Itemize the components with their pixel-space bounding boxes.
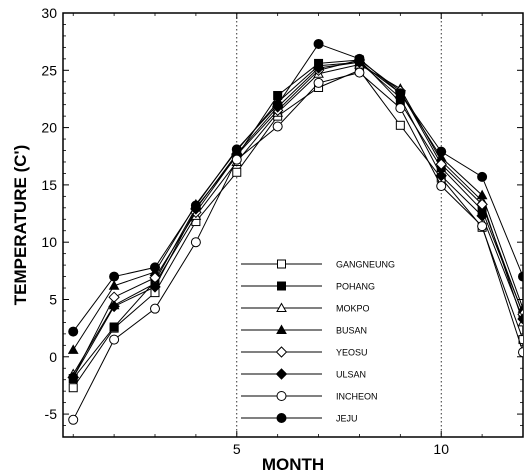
series-yeosu [67, 54, 523, 384]
data-point [476, 210, 488, 222]
data-point [517, 313, 523, 325]
y-tick-label: -5 [45, 406, 58, 422]
legend-marker [276, 324, 287, 334]
legend-entry-ulsan: ULSAN [241, 368, 366, 380]
data-point [435, 170, 447, 182]
data-point [149, 281, 161, 293]
legend-marker [275, 346, 288, 358]
legend-entry-mokpo: MOKPO [241, 302, 370, 314]
legend-marker [277, 281, 286, 291]
legend-marker [276, 413, 287, 423]
series-line [72, 64, 523, 375]
data-point [68, 414, 79, 425]
data-point [312, 62, 325, 74]
data-point [108, 300, 120, 313]
series-line [72, 72, 523, 421]
data-point [395, 88, 406, 99]
data-point [109, 322, 119, 332]
legend-label: INCHEON [336, 392, 378, 402]
plot-area-frame [62, 12, 524, 438]
grid-layer [236, 13, 442, 437]
data-point [272, 121, 283, 132]
legend-label: MOKPO [336, 304, 370, 314]
legend-label: BUSAN [336, 326, 367, 336]
series-line [72, 61, 523, 351]
data-point [435, 158, 447, 170]
data-point [67, 344, 79, 354]
data-point [190, 237, 201, 248]
y-tick-label: 30 [41, 5, 57, 21]
data-point [272, 99, 283, 110]
data-point [395, 120, 405, 130]
data-point [109, 334, 120, 345]
y-tick-label: 10 [41, 234, 57, 250]
x-tick-label: 10 [433, 441, 449, 457]
legend-entry-yeosu: YEOSU [241, 346, 368, 358]
series-jeju [68, 38, 523, 337]
data-point [108, 280, 120, 290]
data-point [67, 371, 79, 384]
x-axis-title: MONTH [262, 455, 324, 474]
data-point [436, 181, 447, 192]
legend-label: ULSAN [336, 370, 366, 380]
tick-layer: -5 0 5 10 15 20 25 30 5 10 [41, 5, 524, 457]
data-point [476, 198, 488, 211]
data-point [436, 146, 447, 157]
data-point [109, 271, 120, 282]
series-incheon [68, 67, 523, 425]
data-point [232, 167, 242, 177]
y-tick-label: 20 [41, 120, 57, 136]
legend-marker [275, 368, 288, 380]
data-point [354, 67, 365, 78]
y-tick-label: 25 [41, 62, 57, 78]
x-tick-label: 5 [233, 441, 241, 457]
data-point [477, 171, 488, 182]
legend-label: JEJU [336, 414, 358, 424]
data-point [477, 221, 488, 232]
y-axis-title: TEMPERATURE (C') [11, 145, 30, 306]
data-point [231, 144, 242, 155]
legend-marker [276, 391, 287, 401]
series-line [72, 59, 523, 378]
data-point [150, 262, 160, 273]
legend-label: POHANG [336, 282, 375, 292]
data-point [313, 77, 324, 88]
series-line [72, 43, 523, 332]
series-layer [67, 38, 523, 425]
legend-entry-busan: BUSAN [241, 324, 367, 336]
series-line [72, 61, 523, 378]
legend: GANGNEUNG POHANG MOKPO BUSAN YEOSU ULSAN INCHE… [241, 259, 395, 424]
series-line [72, 59, 523, 379]
series-line [72, 69, 523, 389]
y-tick-label: 15 [41, 177, 57, 193]
legend-entry-gangneung: GANGNEUNG [241, 259, 395, 270]
legend-marker [277, 259, 286, 269]
y-tick-label: 5 [49, 291, 57, 307]
data-point [518, 271, 523, 282]
legend-marker [276, 302, 287, 312]
data-point [518, 347, 523, 358]
series-gangneung [68, 65, 523, 393]
y-tick-label: 0 [49, 349, 57, 365]
legend-entry-incheon: INCHEON [241, 391, 378, 402]
data-point [354, 53, 365, 64]
legend-label: GANGNEUNG [336, 260, 395, 270]
data-point [68, 383, 78, 393]
legend-entry-pohang: POHANG [241, 281, 375, 292]
legend-label: YEOSU [336, 348, 368, 358]
series-ulsan [67, 56, 523, 384]
data-point [190, 200, 201, 211]
data-point [395, 103, 406, 114]
legend-entry-jeju: JEJU [241, 413, 358, 424]
data-point [231, 154, 242, 165]
data-point [68, 326, 79, 337]
data-point [313, 38, 324, 49]
data-point [150, 303, 160, 314]
